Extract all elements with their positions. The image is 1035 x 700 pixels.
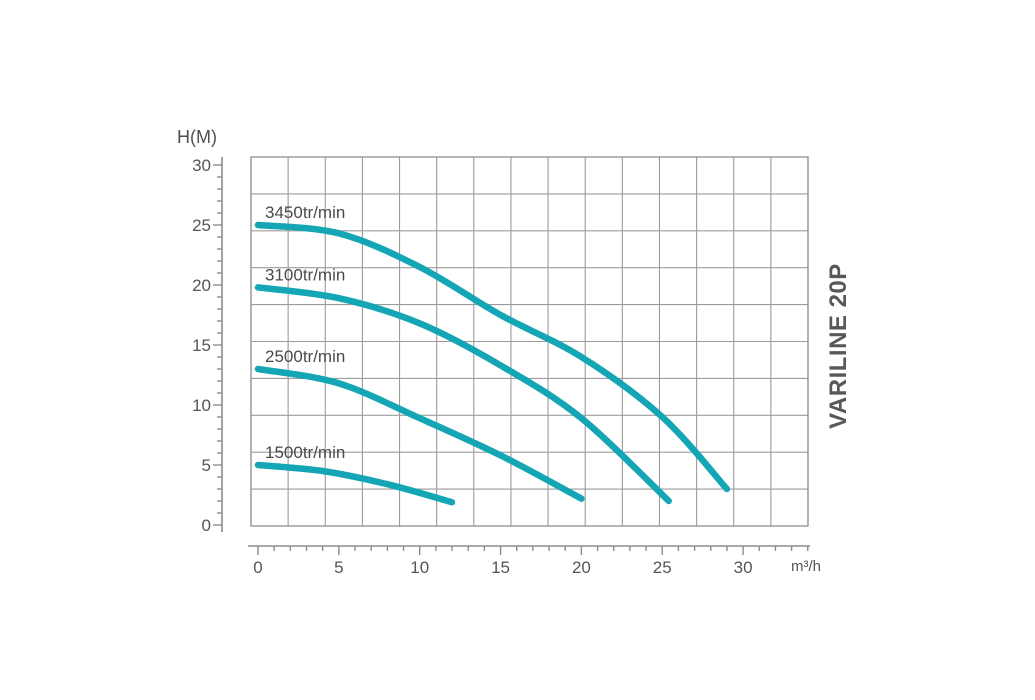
x-tick-label: 10 <box>410 558 429 577</box>
product-model-label: VARILINE 20P <box>825 263 852 429</box>
x-tick-label: 5 <box>334 558 343 577</box>
plot-grid <box>250 156 809 527</box>
curve-speed-label: 3450tr/min <box>265 203 345 222</box>
plot-border <box>250 156 809 527</box>
x-tick-label: 15 <box>491 558 510 577</box>
curve-speed-label: 3100tr/min <box>265 265 345 284</box>
pump-curves <box>254 221 731 506</box>
y-tick-label: 20 <box>192 276 211 295</box>
y-tick-label: 30 <box>192 156 211 175</box>
y-tick-label: 15 <box>192 336 211 355</box>
y-tick-label: 0 <box>202 516 211 535</box>
x-axis-unit-label: m³/h <box>791 558 821 575</box>
pump-curve-1500 <box>254 461 456 506</box>
x-tick-label: 25 <box>653 558 672 577</box>
pump-curve-3100 <box>254 284 672 505</box>
x-tick-label: 0 <box>253 558 262 577</box>
axes: 0 5 10 15 20 25 30 0 5 10 15 20 25 30 <box>192 156 810 577</box>
pump-curve-2500 <box>254 365 585 502</box>
x-tick-label: 20 <box>572 558 591 577</box>
curve-labels: 3450tr/min 3100tr/min 2500tr/min 1500tr/min <box>265 203 345 462</box>
curve-speed-label: 2500tr/min <box>265 347 345 366</box>
y-tick-label: 25 <box>192 216 211 235</box>
curve-speed-label: 1500tr/min <box>265 443 345 462</box>
pump-curve-3450 <box>254 221 731 493</box>
y-axis-title: H(M) <box>177 127 217 147</box>
x-tick-label: 30 <box>734 558 753 577</box>
y-tick-label: 10 <box>192 396 211 415</box>
y-tick-label: 5 <box>202 456 211 475</box>
